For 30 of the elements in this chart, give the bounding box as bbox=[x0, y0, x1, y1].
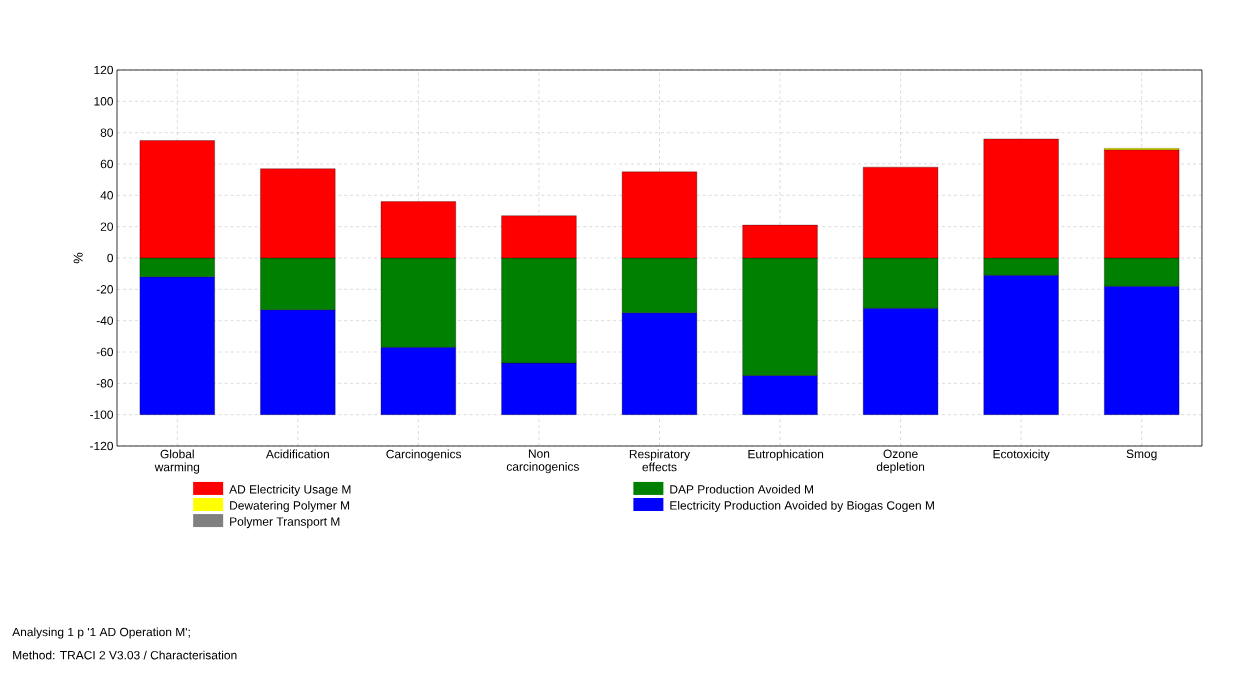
legend-label: Electricity Production Avoided by Biogas Cogen M bbox=[670, 500, 934, 513]
x-tick-label: Eutrophication bbox=[748, 449, 824, 461]
x-tick-label: Carcinogenics bbox=[386, 449, 462, 461]
legend-label: AD Electricity Usage M bbox=[229, 484, 351, 496]
y-tick-label: 60 bbox=[100, 159, 114, 169]
y-tick-label: -100 bbox=[90, 410, 114, 419]
y-axis-title: % bbox=[73, 252, 83, 264]
x-tick-label: Ecotoxicity bbox=[993, 449, 1050, 461]
x-tick-label: Ozone depletion bbox=[876, 449, 925, 474]
y-tick-label: -20 bbox=[96, 285, 114, 294]
y-tick-label: -60 bbox=[96, 347, 114, 357]
y-tick-label: 20 bbox=[100, 222, 114, 231]
x-tick-label: Non carcinogenics bbox=[506, 449, 579, 474]
y-tick-label: 80 bbox=[100, 128, 114, 137]
legend-label: Dewatering Polymer M bbox=[230, 500, 350, 513]
y-tick-label: 100 bbox=[94, 97, 114, 106]
x-tick-label: Acidification bbox=[265, 449, 329, 459]
y-tick-label: 40 bbox=[100, 191, 114, 200]
y-tick-label: 120 bbox=[94, 65, 114, 75]
legend-label: Polymer Transport M bbox=[230, 517, 340, 529]
y-tick-label: 0 bbox=[107, 253, 114, 263]
x-tick-label: Global warming bbox=[154, 449, 200, 474]
y-tick-label: -80 bbox=[96, 379, 114, 388]
y-tick-label: -40 bbox=[96, 316, 114, 325]
legend-label: DAP Production Avoided M bbox=[670, 484, 813, 494]
x-tick-label: Respiratory effects bbox=[629, 449, 691, 472]
text: Method: TRACI 2 V3.03 / Characterisation bbox=[13, 650, 237, 660]
y-tick-label: -120 bbox=[90, 441, 114, 451]
text: Analysing 1 p '1 AD Operation M'; bbox=[12, 627, 190, 639]
x-tick-label: Smog bbox=[1126, 449, 1157, 461]
